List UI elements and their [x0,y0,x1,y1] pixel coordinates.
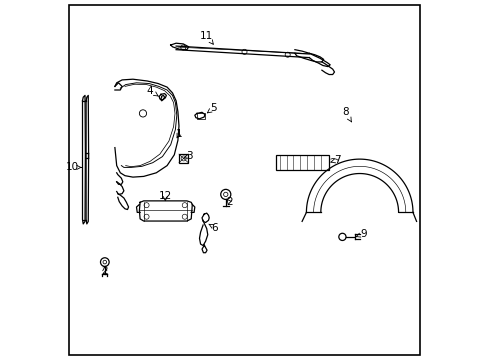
Text: 2: 2 [102,266,108,276]
Text: 8: 8 [341,107,351,122]
Bar [276,155,329,170]
Text: 9: 9 [356,229,366,239]
Text: 10: 10 [66,162,81,172]
Text: 6: 6 [208,222,218,233]
Text: 4: 4 [146,86,158,96]
Text: 7: 7 [330,155,340,165]
Text: 5: 5 [207,103,217,113]
Text: 1: 1 [175,129,182,139]
Text: 3: 3 [183,150,193,161]
Text: 12: 12 [158,191,172,201]
Text: 2: 2 [225,197,232,207]
Text: 11: 11 [200,31,213,44]
Bar [179,154,188,163]
Bar [197,113,204,119]
